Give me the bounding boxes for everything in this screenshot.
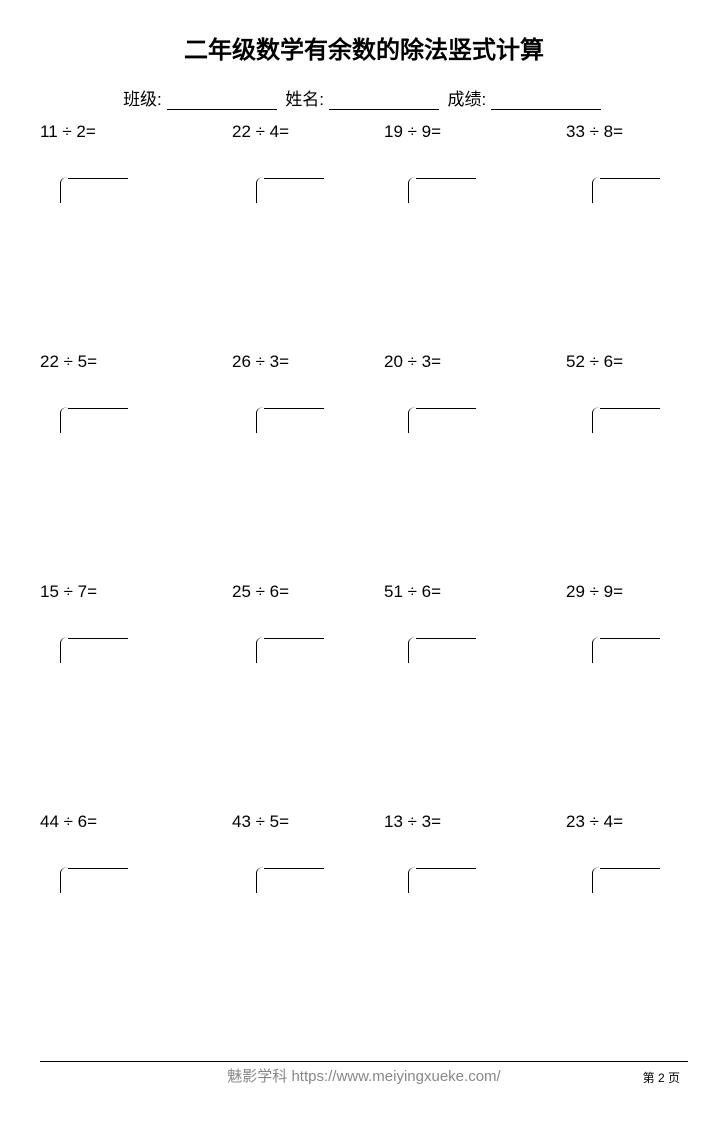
long-division-frame [592, 178, 660, 204]
problem-expression: 22 ÷ 4= [202, 122, 364, 142]
problem-cell: 22 ÷ 5= [40, 348, 202, 578]
long-division-frame [256, 408, 324, 434]
problem-cell: 23 ÷ 4= [526, 808, 688, 1038]
problem-cell: 11 ÷ 2= [40, 118, 202, 348]
problem-expression: 26 ÷ 3= [202, 352, 364, 372]
page-number: 第 2 页 [643, 1069, 680, 1086]
long-division-frame [60, 408, 128, 434]
problem-expression: 20 ÷ 3= [364, 352, 526, 372]
problem-cell: 25 ÷ 6= [202, 578, 364, 808]
problem-cell: 29 ÷ 9= [526, 578, 688, 808]
long-division-frame [408, 178, 476, 204]
class-blank [167, 92, 277, 110]
problem-cell: 22 ÷ 4= [202, 118, 364, 348]
long-division-frame [592, 408, 660, 434]
problem-cell: 51 ÷ 6= [364, 578, 526, 808]
long-division-frame [256, 868, 324, 894]
problem-expression: 25 ÷ 6= [202, 582, 364, 602]
problem-expression: 33 ÷ 8= [526, 122, 688, 142]
problem-expression: 19 ÷ 9= [364, 122, 526, 142]
problem-cell: 26 ÷ 3= [202, 348, 364, 578]
worksheet-page: 二年级数学有余数的除法竖式计算 班级: 姓名: 成绩: 11 ÷ 2= 22 ÷… [0, 0, 728, 1038]
long-division-frame [60, 178, 128, 204]
class-label: 班级: [123, 90, 162, 109]
problem-expression: 43 ÷ 5= [202, 812, 364, 832]
problem-expression: 13 ÷ 3= [364, 812, 526, 832]
problem-cell: 43 ÷ 5= [202, 808, 364, 1038]
problem-cell: 19 ÷ 9= [364, 118, 526, 348]
problem-cell: 52 ÷ 6= [526, 348, 688, 578]
long-division-frame [408, 408, 476, 434]
name-label: 姓名: [285, 90, 324, 109]
long-division-frame [60, 868, 128, 894]
problem-cell: 44 ÷ 6= [40, 808, 202, 1038]
footer-attribution: 魅影学科 https://www.meiyingxueke.com/ [0, 1065, 728, 1086]
problems-grid: 11 ÷ 2= 22 ÷ 4= 19 ÷ 9= 33 ÷ 8= 22 ÷ 5= … [40, 118, 688, 1038]
score-blank [491, 92, 601, 110]
problem-cell: 33 ÷ 8= [526, 118, 688, 348]
problem-cell: 15 ÷ 7= [40, 578, 202, 808]
problem-expression: 44 ÷ 6= [40, 812, 202, 832]
page-title: 二年级数学有余数的除法竖式计算 [40, 30, 688, 65]
problem-expression: 22 ÷ 5= [40, 352, 202, 372]
problem-expression: 23 ÷ 4= [526, 812, 688, 832]
long-division-frame [592, 868, 660, 894]
problem-expression: 11 ÷ 2= [40, 122, 202, 142]
long-division-frame [408, 638, 476, 664]
long-division-frame [592, 638, 660, 664]
long-division-frame [408, 868, 476, 894]
problem-expression: 29 ÷ 9= [526, 582, 688, 602]
score-label: 成绩: [447, 90, 486, 109]
student-info-line: 班级: 姓名: 成绩: [40, 85, 688, 110]
problem-cell: 20 ÷ 3= [364, 348, 526, 578]
footer-divider [40, 1061, 688, 1062]
name-blank [329, 92, 439, 110]
problem-expression: 51 ÷ 6= [364, 582, 526, 602]
problem-expression: 15 ÷ 7= [40, 582, 202, 602]
problem-expression: 52 ÷ 6= [526, 352, 688, 372]
long-division-frame [256, 178, 324, 204]
problem-cell: 13 ÷ 3= [364, 808, 526, 1038]
long-division-frame [256, 638, 324, 664]
long-division-frame [60, 638, 128, 664]
